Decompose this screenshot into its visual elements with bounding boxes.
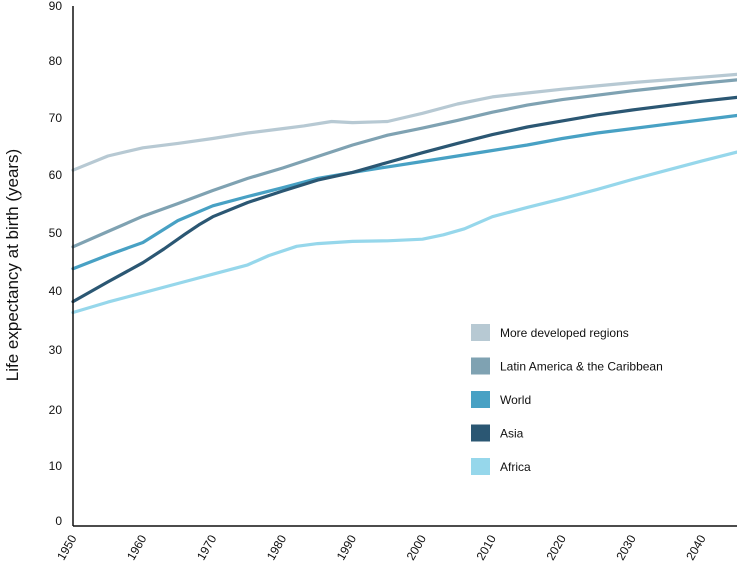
y-tick-label: 70 — [49, 111, 63, 125]
x-tick-label: 2000 — [404, 532, 430, 562]
x-tick-label: 1950 — [54, 532, 80, 562]
series-line-0 — [71, 72, 737, 172]
legend-label-3: Asia — [500, 427, 524, 441]
series-line-4 — [71, 150, 737, 315]
x-tick-label: 1980 — [264, 532, 290, 562]
x-tick-label: 2010 — [474, 532, 500, 562]
series-line-2 — [71, 113, 737, 271]
y-axis-label: Life expectancy at birth (years) — [3, 149, 22, 381]
y-tick-label: 60 — [49, 168, 63, 182]
legend-label-1: Latin America & the Caribbean — [500, 360, 663, 374]
x-tick-label: 1960 — [124, 532, 150, 562]
x-tick-labels: 1950 1960 1970 1980 1990 2000 2010 2020 2030 2040 — [54, 532, 709, 562]
legend-label-4: Africa — [500, 460, 531, 474]
y-tick-label: 50 — [49, 226, 63, 240]
x-tick-label: 2040 — [683, 532, 709, 562]
legend-label-2: World — [500, 393, 531, 407]
x-tick-label: 2030 — [613, 532, 639, 562]
legend-swatch-3 — [471, 424, 490, 442]
y-tick-label: 40 — [49, 284, 63, 298]
legend-swatch-0 — [471, 324, 490, 341]
legend-swatch-2 — [471, 391, 490, 408]
y-tick-label: 30 — [49, 343, 63, 357]
series-layer — [71, 72, 737, 315]
y-tick-label: 20 — [49, 403, 63, 417]
y-tick-label: 80 — [49, 54, 63, 68]
y-tick-label: 90 — [49, 0, 63, 13]
series-line-1 — [71, 78, 737, 249]
x-tick-label: 1990 — [334, 532, 360, 562]
legend-label-0: More developed regions — [500, 326, 629, 340]
legend-swatch-1 — [471, 357, 490, 375]
y-tick-label: 10 — [49, 459, 63, 473]
y-tick-label: 0 — [55, 514, 62, 528]
series-line-3 — [71, 95, 737, 304]
x-tick-label: 1970 — [194, 532, 220, 562]
legend: More developed regions Latin America & th… — [471, 324, 663, 475]
legend-swatch-4 — [471, 458, 490, 475]
x-tick-label: 2020 — [543, 532, 569, 562]
y-tick-labels: 0 10 20 30 40 50 60 70 80 90 — [49, 0, 63, 528]
